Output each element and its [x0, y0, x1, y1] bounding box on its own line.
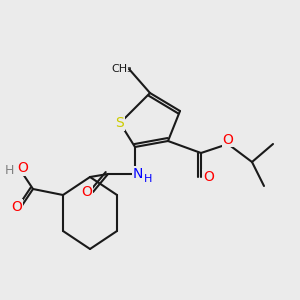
Text: H: H — [4, 164, 14, 178]
Text: O: O — [82, 185, 92, 199]
Text: O: O — [203, 170, 214, 184]
Text: S: S — [116, 116, 124, 130]
Text: CH₃: CH₃ — [111, 64, 132, 74]
Text: O: O — [17, 161, 28, 175]
Text: N: N — [133, 167, 143, 181]
Text: H: H — [144, 173, 153, 184]
Text: O: O — [223, 133, 233, 146]
Text: O: O — [11, 200, 22, 214]
